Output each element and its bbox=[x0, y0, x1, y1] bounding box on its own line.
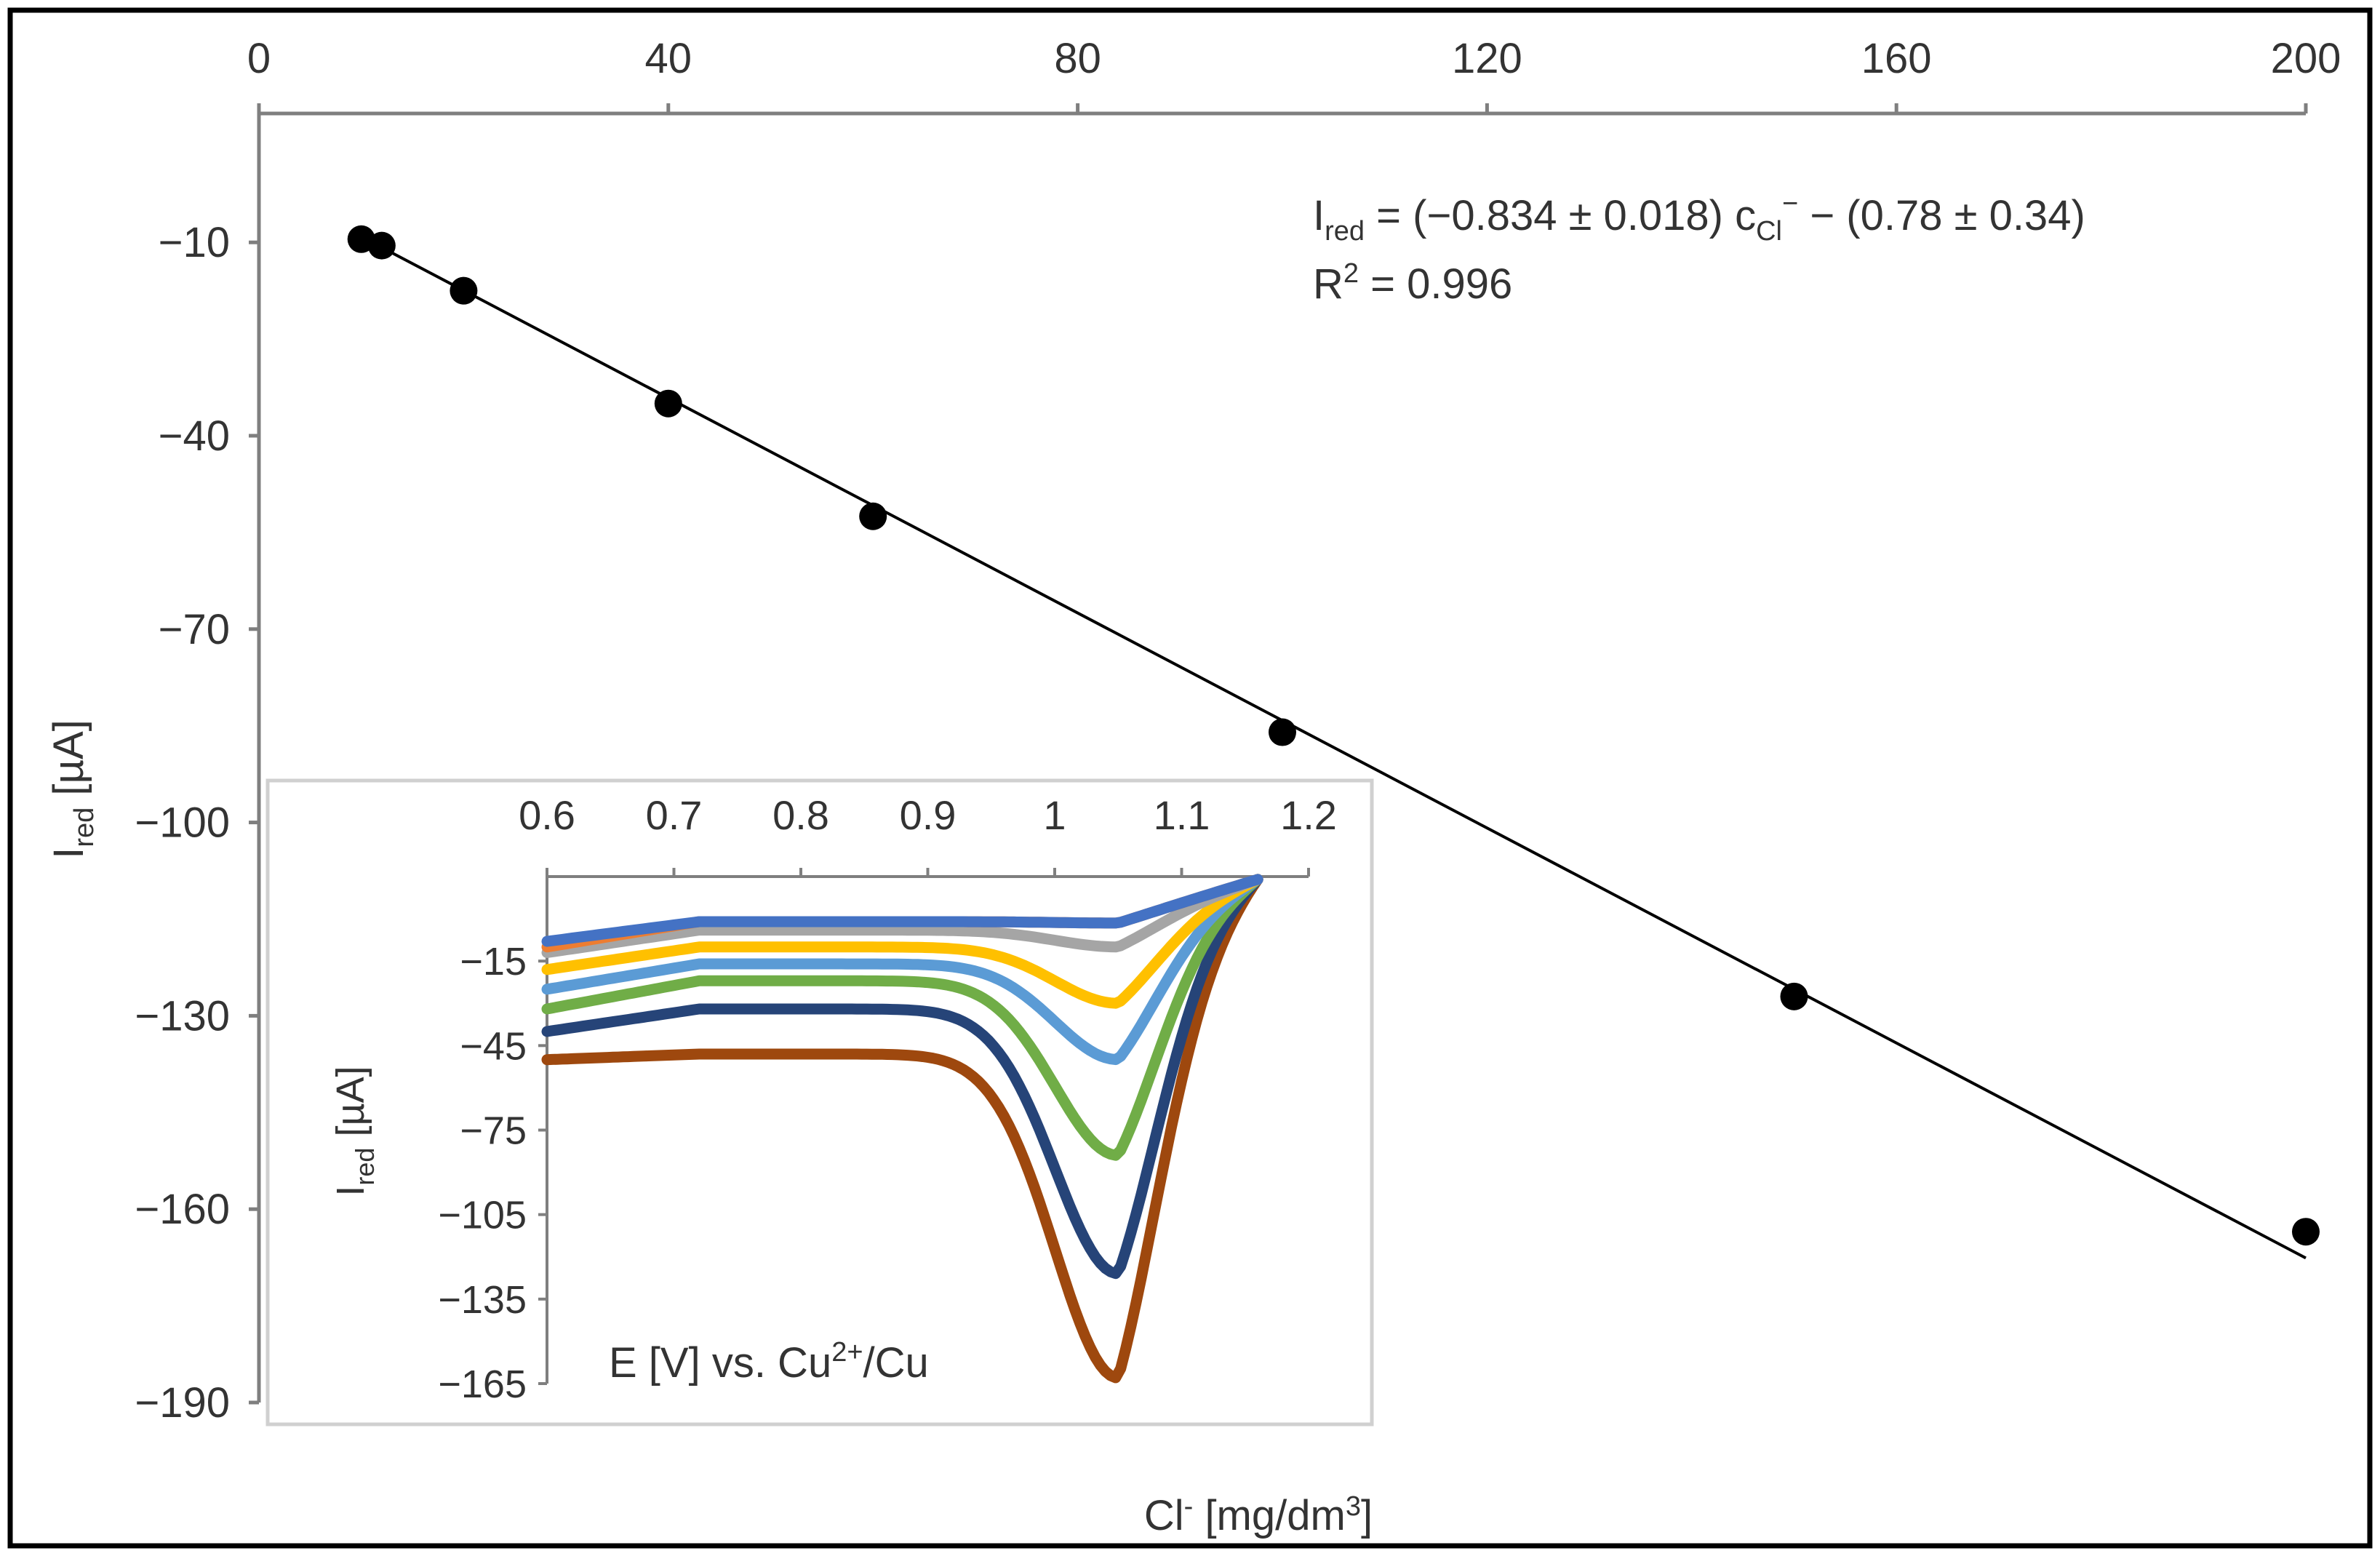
inset-axes: 0.6 0.7 0.8 0.9 1 1.1 1.2 −15 −45 −75 −105 −135 −165 bbox=[438, 792, 1337, 1406]
inset-x-tick-label: 1.2 bbox=[1280, 792, 1337, 838]
main-y-tick-label: −40 bbox=[159, 412, 230, 460]
inset-frame bbox=[265, 778, 1374, 1427]
main-y-tick-label: −10 bbox=[159, 219, 230, 266]
main-plot: 0 40 80 120 160 200−10−40−70−100−130−160−190 … bbox=[45, 35, 2341, 1539]
inset-plot: 0.6 0.7 0.8 0.9 1 1.1 1.2 −15 −45 −75 −105 −135 −165… bbox=[265, 778, 1374, 1427]
inset-curve-6 bbox=[541, 874, 1263, 1161]
inset-y-tick-label: −45 bbox=[460, 1024, 527, 1068]
r-squared-label: R2 = 0.996 bbox=[1313, 258, 1512, 308]
inset-y-tick-label: −15 bbox=[460, 940, 527, 984]
inset-y-tick-label: −75 bbox=[460, 1109, 527, 1153]
main-x-tick-label: 160 bbox=[1861, 35, 1932, 82]
data-point bbox=[2292, 1218, 2320, 1246]
inset-x-axis-title: E [V] vs. Cu2+/Cu bbox=[609, 1337, 929, 1387]
inset-x-tick-label: 1.1 bbox=[1154, 792, 1210, 838]
main-x-tick-label: 40 bbox=[645, 35, 692, 82]
data-point bbox=[859, 502, 887, 530]
data-point bbox=[1269, 718, 1296, 746]
inset-y-tick-label: −165 bbox=[438, 1363, 527, 1406]
inset-y-tick-label: −105 bbox=[438, 1194, 527, 1237]
chart-border bbox=[7, 7, 2373, 1549]
data-points-group bbox=[347, 225, 2320, 1246]
fit-line-group bbox=[360, 235, 2307, 1260]
main-x-axis-title: Cl- [mg/dm3] bbox=[1144, 1491, 1373, 1539]
main-axes: 0 40 80 120 160 200 −10 −40 −70 −100 −130 −160 −190 bbox=[135, 35, 2341, 1427]
regression-equation: Ired = (−0.834 ± 0.018) cCl− − (0.78 ± 0… bbox=[1313, 188, 2085, 247]
data-point bbox=[450, 276, 478, 305]
inset-x-tick-label: 0.6 bbox=[519, 792, 575, 838]
inset-y-axis-title: Ired [µA] bbox=[329, 1066, 380, 1196]
inset-curve-3 bbox=[541, 874, 1263, 958]
main-y-tick-label: −160 bbox=[135, 1186, 230, 1233]
main-y-tick-label: −70 bbox=[159, 606, 230, 653]
inset-curve-7 bbox=[541, 874, 1263, 1280]
data-point bbox=[654, 389, 682, 418]
inset-x-tick-label: 0.9 bbox=[900, 792, 957, 838]
inset-x-tick-label: 1 bbox=[1043, 792, 1066, 838]
main-x-tick-label: 120 bbox=[1452, 35, 1522, 82]
fit-line bbox=[360, 235, 2307, 1260]
inset-curve-8 bbox=[541, 874, 1263, 1384]
main-x-tick-label: 200 bbox=[2271, 35, 2341, 82]
data-point bbox=[367, 231, 396, 260]
inset-curves-group bbox=[541, 874, 1263, 1384]
inset-curve-5 bbox=[541, 874, 1263, 1066]
data-point bbox=[1780, 982, 1808, 1010]
main-y-axis-title: Ired [µA] bbox=[45, 719, 100, 859]
inset-y-tick-label: −135 bbox=[438, 1278, 527, 1322]
main-y-tick-label: −100 bbox=[135, 799, 230, 847]
main-y-tick-label: −130 bbox=[135, 992, 230, 1040]
main-y-tick-label: −190 bbox=[135, 1379, 230, 1427]
inset-curve-4 bbox=[541, 874, 1263, 1009]
inset-curve-1 bbox=[541, 874, 1263, 947]
inset-x-tick-label: 0.8 bbox=[772, 792, 829, 838]
inset-x-tick-label: 0.7 bbox=[646, 792, 703, 838]
main-x-tick-label: 0 bbox=[247, 35, 271, 82]
main-x-tick-label: 80 bbox=[1054, 35, 1101, 82]
